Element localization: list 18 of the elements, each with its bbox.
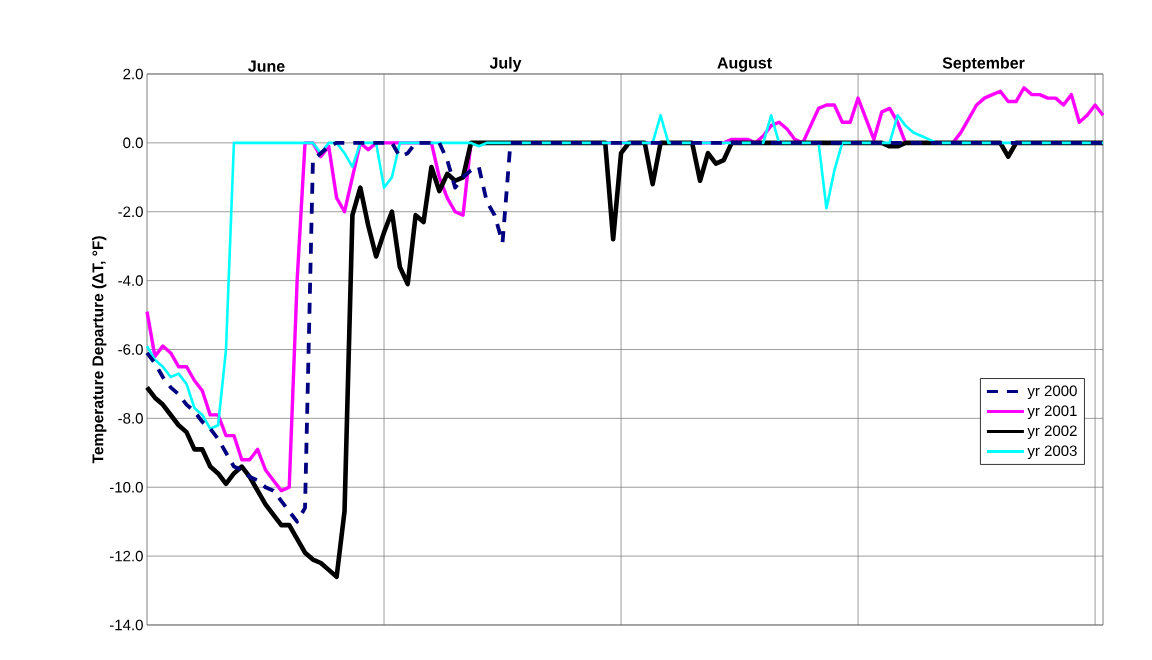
legend-label: yr 2002 bbox=[1027, 425, 1077, 440]
legend-label: yr 2003 bbox=[1027, 445, 1077, 460]
text: September bbox=[942, 56, 1025, 72]
y-tick-label: 2.0 bbox=[123, 68, 143, 80]
text: June bbox=[248, 60, 285, 72]
y-tick-label: -4.0 bbox=[118, 275, 143, 286]
legend-label: yr 2000 bbox=[1027, 385, 1077, 400]
y-tick-label: -2.0 bbox=[118, 206, 143, 218]
y-tick-label: -12.0 bbox=[109, 550, 143, 562]
legend-label: yr 2001 bbox=[1027, 405, 1077, 420]
text: July bbox=[489, 56, 522, 72]
y-axis-title: Temperature Departure (ΔT, °F) bbox=[91, 236, 107, 464]
y-tick-label: -14.0 bbox=[109, 619, 143, 631]
y-tick-label: -6.0 bbox=[118, 344, 143, 355]
y-tick-label: -10.0 bbox=[109, 481, 143, 493]
text: August bbox=[717, 57, 772, 72]
y-tick-label: 0.0 bbox=[123, 137, 143, 149]
y-tick-label: -8.0 bbox=[118, 413, 143, 424]
